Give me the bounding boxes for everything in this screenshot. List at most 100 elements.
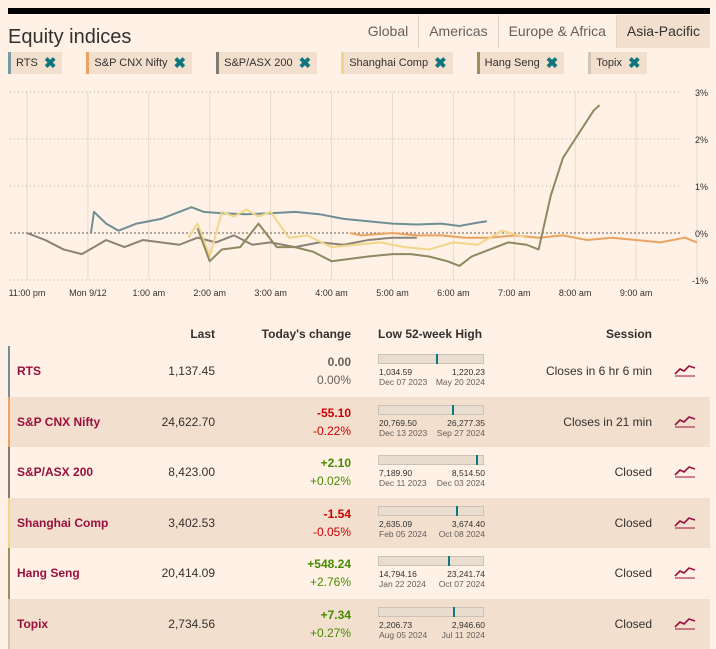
range-high-date: Dec 03 2024	[436, 478, 485, 488]
session-status: Closes in 21 min	[563, 414, 652, 429]
range-high: 3,674.40	[451, 518, 485, 529]
table-row[interactable]: S&P/ASX 200 8,423.00 +2.10 +0.02% 7,189.90 8,…	[8, 447, 710, 498]
range-bar	[378, 404, 484, 415]
index-name[interactable]: Hang Seng	[17, 566, 80, 580]
tab-americas[interactable]: Americas	[418, 15, 497, 48]
range-high: 8,514.50	[451, 468, 485, 478]
change-percent: +2.76%	[309, 575, 351, 589]
range-low: 2,206.73	[379, 619, 413, 630]
range-low-date: Feb 05 2024	[379, 528, 427, 539]
range-high-date: Oct 07 2024	[438, 579, 485, 589]
change-value: +2.10	[320, 456, 351, 470]
change-percent: +0.27%	[309, 625, 351, 640]
range-marker	[455, 505, 458, 516]
table-row[interactable]: S&P CNX Nifty 24,622.70 -55.10 -0.22% 20,769…	[8, 396, 710, 447]
range-high: 23,241.74	[447, 569, 485, 579]
x-tick-label: 8:00 am	[559, 288, 592, 298]
chip-label: S&P/ASX 200	[224, 57, 293, 69]
last-value: 1,137.45	[168, 364, 215, 378]
change-value: +7.34	[320, 607, 351, 622]
table-row[interactable]: RTS 1,137.45 0.00 0.00% 1,034.59 1,220.23 Dec …	[8, 346, 710, 397]
change-value: +548.24	[307, 557, 351, 571]
series-line	[187, 208, 527, 258]
range-marker	[436, 354, 439, 364]
sparkline-icon[interactable]	[674, 563, 696, 579]
chip-nifty: S&P CNX Nifty ✖	[86, 52, 193, 74]
index-line-chart: 3% 2% 1% 0% -1% 11:00 pm Mon 9/12 1:00 am 2:00 a…	[9, 88, 708, 298]
range-marker	[475, 455, 478, 465]
x-tick-label: 9:00 am	[620, 288, 653, 298]
sparkline-icon[interactable]	[674, 412, 696, 428]
change-value: -1.54	[323, 506, 351, 521]
range-low-date: Dec 07 2023	[379, 377, 428, 387]
table-row[interactable]: Topix 2,734.56 +7.34 +0.27% 2,206.73 2,946.60…	[8, 598, 710, 649]
remove-icon[interactable]: ✖	[434, 54, 447, 72]
sparkline-icon[interactable]	[674, 462, 696, 478]
remove-icon[interactable]: ✖	[627, 54, 641, 72]
table-row[interactable]: Hang Seng 20,414.09 +548.24 +2.76% 14,794.16…	[8, 548, 710, 599]
y-tick-label: 0%	[695, 229, 708, 239]
chip-label: Topix	[596, 57, 622, 69]
range-low: 1,034.59	[379, 367, 413, 377]
range-low: 14,794.16	[379, 569, 417, 579]
series-line	[26, 232, 417, 256]
y-tick-label: 3%	[695, 88, 708, 98]
change-percent: -0.05%	[312, 524, 351, 539]
index-name[interactable]: S&P/ASX 200	[17, 465, 94, 479]
header-change: Today's change	[261, 327, 351, 341]
table-row[interactable]: Shanghai Comp 3,402.53 -1.54 -0.05% 2,635.09…	[8, 497, 710, 548]
index-name[interactable]: Shanghai Comp	[17, 515, 109, 530]
chip-label: Shanghai Comp	[349, 57, 429, 69]
remove-icon[interactable]: ✖	[545, 54, 559, 72]
y-tick-label: 2%	[695, 135, 708, 145]
index-name[interactable]: Topix	[17, 616, 49, 631]
sparkline-icon[interactable]	[674, 614, 696, 630]
range-bar	[378, 556, 484, 566]
range-marker	[451, 404, 454, 415]
chip-asx: S&P/ASX 200 ✖	[216, 52, 318, 74]
header-last: Last	[190, 327, 215, 341]
last-value: 20,414.09	[161, 566, 215, 580]
range-bar	[378, 606, 484, 617]
page-title: Equity indices	[8, 26, 132, 48]
tab-asia-pacific[interactable]: Asia-Pacific	[615, 15, 710, 48]
range-high: 1,220.23	[451, 367, 485, 377]
range-bar	[378, 354, 484, 364]
range-high: 26,277.35	[447, 417, 485, 428]
remove-icon[interactable]: ✖	[173, 54, 187, 72]
header-session: Session	[605, 327, 652, 341]
region-tabs: Global Americas Europe & Africa Asia-Pac…	[358, 15, 710, 48]
x-tick-label: 3:00 am	[254, 288, 287, 298]
change-percent: +0.02%	[309, 474, 351, 488]
x-tick-label: 1:00 am	[133, 288, 166, 298]
series-line	[196, 104, 601, 267]
chip-hangseng: Hang Seng ✖	[476, 52, 565, 74]
tab-global[interactable]: Global	[367, 23, 409, 39]
series-line	[349, 232, 698, 244]
y-tick-label: 1%	[695, 182, 708, 192]
tab-europe-africa[interactable]: Europe & Africa	[497, 15, 616, 48]
range-high-date: May 20 2024	[435, 377, 485, 387]
x-tick-label: 5:00 am	[376, 288, 409, 298]
range-high-date: Sep 27 2024	[436, 427, 485, 438]
sparkline-icon[interactable]	[674, 513, 696, 529]
last-value: 8,423.00	[168, 465, 215, 479]
x-tick-label: 7:00 am	[498, 288, 531, 298]
index-name[interactable]: S&P CNX Nifty	[17, 414, 101, 429]
table-header: Last Today's change Low 52-week High Ses…	[8, 324, 710, 346]
chip-label: RTS	[16, 57, 38, 69]
range-low: 2,635.09	[379, 518, 413, 529]
range-high-date: Jul 11 2024	[441, 629, 485, 640]
indices-table: Last Today's change Low 52-week High Ses…	[8, 324, 710, 649]
series-line	[89, 206, 488, 234]
index-name[interactable]: RTS	[17, 364, 41, 378]
remove-icon[interactable]: ✖	[43, 54, 57, 72]
range-marker	[452, 606, 455, 617]
x-tick-label: 2:00 am	[193, 288, 226, 298]
chip-topix: Topix ✖	[588, 52, 647, 74]
remove-icon[interactable]: ✖	[298, 54, 312, 72]
session-status: Closed	[614, 465, 652, 479]
sparkline-icon[interactable]	[674, 361, 696, 377]
top-rule	[8, 8, 710, 14]
range-low-date: Dec 13 2023	[379, 427, 428, 438]
